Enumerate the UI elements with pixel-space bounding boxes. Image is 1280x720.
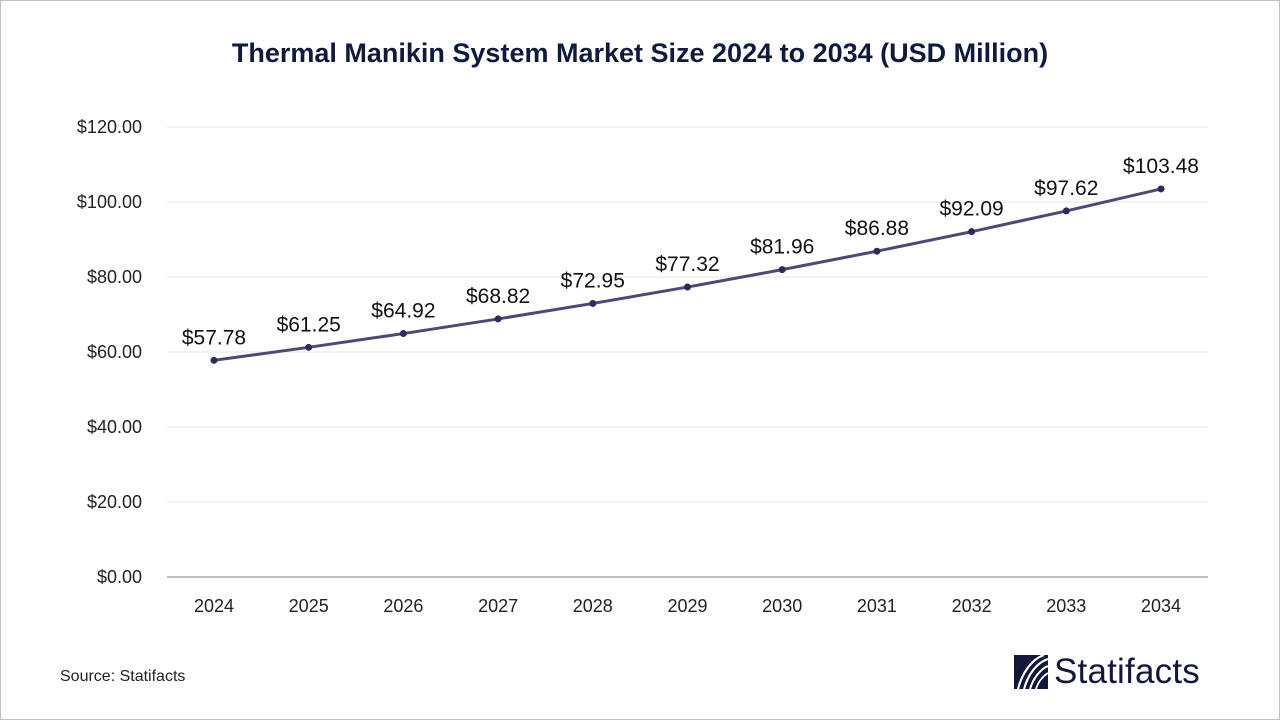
x-tick-label: 2029	[667, 596, 707, 616]
x-tick-label: 2027	[478, 596, 518, 616]
x-tick-label: 2032	[952, 596, 992, 616]
x-tick-label: 2024	[194, 596, 234, 616]
data-point	[210, 356, 218, 364]
data-point	[1157, 185, 1165, 193]
data-point	[873, 247, 881, 255]
data-label: $77.32	[655, 253, 719, 276]
x-tick-label: 2028	[573, 596, 613, 616]
y-tick-label: $120.00	[77, 117, 142, 137]
data-point	[399, 330, 407, 338]
y-tick-label: $100.00	[77, 192, 142, 212]
data-point	[778, 266, 786, 274]
x-tick-label: 2031	[857, 596, 897, 616]
data-label: $103.48	[1123, 155, 1199, 178]
logo-text: Statifacts	[1054, 652, 1200, 691]
data-label: $61.25	[277, 313, 341, 336]
statifacts-logo-icon	[1014, 655, 1048, 689]
data-point	[589, 299, 597, 307]
data-point	[305, 343, 313, 351]
x-tick-label: 2026	[383, 596, 423, 616]
data-label: $72.95	[561, 269, 625, 292]
data-label: $97.62	[1034, 177, 1098, 200]
y-tick-label: $20.00	[87, 492, 142, 512]
data-label: $92.09	[939, 198, 1003, 221]
data-point	[494, 315, 502, 323]
x-tick-label: 2025	[289, 596, 329, 616]
data-label: $81.96	[750, 236, 814, 259]
data-point	[968, 228, 976, 236]
statifacts-logo: Statifacts	[1014, 652, 1200, 692]
y-tick-label: $40.00	[87, 417, 142, 437]
x-tick-label: 2033	[1046, 596, 1086, 616]
data-point	[1062, 207, 1070, 215]
x-tick-label: 2034	[1141, 596, 1181, 616]
y-tick-label: $80.00	[87, 267, 142, 287]
data-point	[684, 283, 691, 291]
data-label: $57.78	[182, 326, 246, 349]
y-tick-label: $0.00	[97, 567, 142, 587]
chart-title: Thermal Manikin System Market Size 2024 …	[231, 38, 1049, 68]
data-label: $86.88	[845, 217, 909, 240]
data-label: $68.82	[466, 285, 530, 308]
y-tick-label: $60.00	[87, 342, 142, 362]
source-note: Source: Statifacts	[60, 668, 186, 685]
x-tick-label: 2030	[762, 596, 802, 616]
data-label: $64.92	[371, 300, 435, 323]
